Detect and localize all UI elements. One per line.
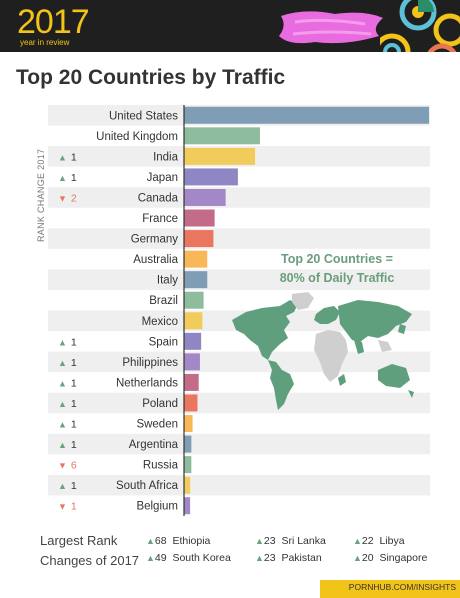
rank-change-item: ▲23 Pakistan xyxy=(255,552,322,564)
bar-canada xyxy=(184,188,226,206)
category-label: Russia xyxy=(143,460,179,472)
bar-germany xyxy=(184,230,214,248)
traffic-share-callout: Top 20 Countries = 80% of Daily Traffic xyxy=(262,250,412,288)
row-stripe xyxy=(48,392,430,414)
up-arrow-icon: ▲ xyxy=(146,553,155,563)
up-arrow-icon: ▲ xyxy=(146,536,155,546)
bar-philippines xyxy=(184,353,200,371)
callout-line-1: Top 20 Countries = xyxy=(281,252,393,266)
category-label: Belgium xyxy=(136,501,178,513)
rank-change-item: ▲68 Ethiopia xyxy=(146,535,210,547)
category-label: Philippines xyxy=(122,357,178,369)
bar-united-kingdom xyxy=(184,127,260,145)
rank-changes-label: Largest Rank Changes of 2017 xyxy=(40,531,150,571)
rank-change-country: South Korea xyxy=(172,552,231,564)
rank-change-country: Pakistan xyxy=(281,552,322,564)
rank-changes-label-line-1: Largest Rank xyxy=(40,533,118,548)
category-label: Japan xyxy=(147,172,178,184)
rank-change-label: ▲ 1 xyxy=(58,151,77,163)
row-stripe xyxy=(48,228,430,249)
category-label: Mexico xyxy=(142,316,178,328)
bar-argentina xyxy=(184,435,192,453)
category-label: France xyxy=(142,213,178,225)
bar-spain xyxy=(184,332,202,350)
rank-change-label: ▲ 1 xyxy=(58,336,77,348)
rank-change-value: 20 xyxy=(361,552,374,564)
category-label: Germany xyxy=(131,234,179,246)
rank-change-item: ▲49 South Korea xyxy=(146,552,231,564)
rank-change-label: ▼ 1 xyxy=(58,501,77,513)
rank-change-label: ▼ 6 xyxy=(58,460,77,472)
bar-poland xyxy=(184,394,198,412)
category-label: United Kingdom xyxy=(96,131,178,143)
row-stripe xyxy=(48,433,430,455)
rank-change-value: 68 xyxy=(154,535,167,547)
chart-title: Top 20 Countries by Traffic xyxy=(16,66,286,89)
bar-brazil xyxy=(184,291,204,309)
category-label: Canada xyxy=(138,192,179,204)
rank-change-label: ▲ 1 xyxy=(58,480,77,492)
rank-change-country: Ethiopia xyxy=(172,535,211,547)
bar-south-africa xyxy=(184,476,191,494)
category-label: Sweden xyxy=(136,419,178,431)
rank-change-value: 23 xyxy=(263,535,276,547)
category-label: Italy xyxy=(157,275,178,287)
rank-change-country: Singapore xyxy=(379,552,428,564)
year-subtitle: year in review xyxy=(20,38,70,47)
category-label: Argentina xyxy=(129,439,179,451)
header-banner: 2017 year in review xyxy=(0,0,460,52)
bar-sweden xyxy=(184,415,193,433)
year-title: 2017 xyxy=(17,3,90,41)
bar-belgium xyxy=(184,497,191,515)
rank-change-label: ▲ 1 xyxy=(58,398,77,410)
up-arrow-icon: ▲ xyxy=(353,536,362,546)
rank-change-label: ▲ 1 xyxy=(58,439,77,451)
up-arrow-icon: ▲ xyxy=(353,553,362,563)
rank-change-label: ▲ 1 xyxy=(58,419,77,431)
category-label: Australia xyxy=(133,254,178,266)
bar-italy xyxy=(184,271,208,289)
rank-change-label: ▲ 1 xyxy=(58,172,77,184)
up-arrow-icon: ▲ xyxy=(255,553,264,563)
rank-change-label: ▲ 1 xyxy=(58,377,77,389)
source-bar xyxy=(320,580,460,598)
redacted-logo-icon xyxy=(279,11,383,44)
category-label: Brazil xyxy=(149,295,178,307)
rank-change-value: 23 xyxy=(263,552,276,564)
rank-change-value: 22 xyxy=(361,535,374,547)
rank-change-item: ▲20 Singapore xyxy=(353,552,427,564)
bar-united-states xyxy=(184,106,429,124)
y-axis-label: RANK CHANGE 2017 xyxy=(36,149,46,242)
category-label: India xyxy=(153,151,179,163)
source-link[interactable]: PORNHUB.COM/INSIGHTS xyxy=(348,582,456,592)
decorative-circles-icon xyxy=(380,0,460,52)
category-label: United States xyxy=(109,110,178,122)
up-arrow-icon: ▲ xyxy=(255,536,264,546)
bar-mexico xyxy=(184,312,203,330)
bar-japan xyxy=(184,168,238,186)
bar-netherlands xyxy=(184,373,199,391)
world-map-icon xyxy=(232,292,414,410)
category-label: South Africa xyxy=(116,480,179,492)
callout-line-2: 80% of Daily Traffic xyxy=(279,271,395,285)
rank-change-label: ▲ 1 xyxy=(58,357,77,369)
rank-change-item: ▲23 Sri Lanka xyxy=(255,535,326,547)
row-stripe xyxy=(48,269,430,290)
row-stripe xyxy=(48,474,430,496)
rank-change-country: Sri Lanka xyxy=(281,535,326,547)
bar-australia xyxy=(184,250,208,268)
rank-change-label: ▼ 2 xyxy=(58,192,77,204)
bar-france xyxy=(184,209,215,227)
category-label: Spain xyxy=(149,336,178,348)
rank-changes-label-line-2: Changes of 2017 xyxy=(40,553,140,568)
bar-india xyxy=(184,147,256,165)
bar-russia xyxy=(184,456,192,474)
rank-change-country: Libya xyxy=(379,535,405,547)
rank-change-item: ▲22 Libya xyxy=(353,535,405,547)
row-stripe xyxy=(48,187,430,208)
category-label: Poland xyxy=(142,398,178,410)
category-label: Netherlands xyxy=(116,377,178,389)
rank-change-value: 49 xyxy=(154,552,167,564)
